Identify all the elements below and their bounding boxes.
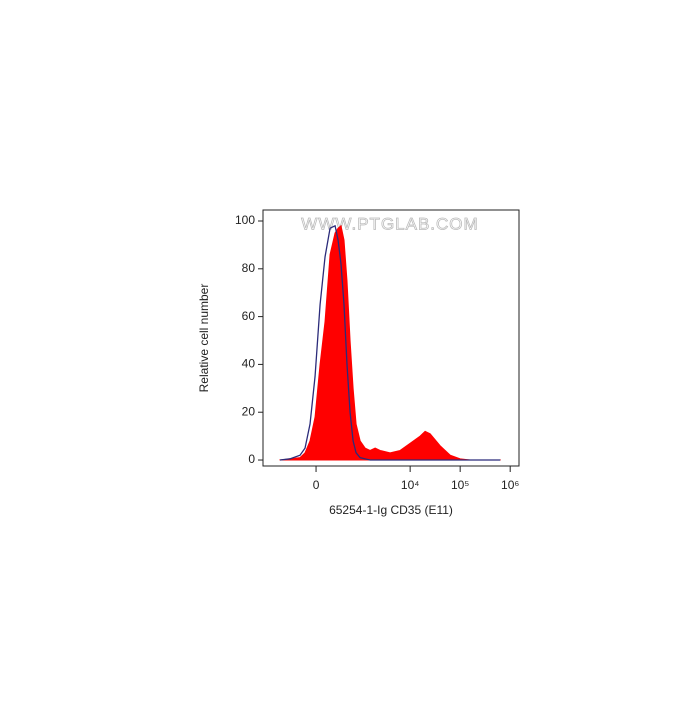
y-tick-label: 80 <box>242 261 256 275</box>
y-tick-label: 0 <box>248 452 255 466</box>
watermark: WWW.PTGLAB.COM <box>301 214 478 233</box>
y-axis-label: Relative cell number <box>197 284 211 393</box>
histogram-area <box>279 224 501 461</box>
x-tick-label: 0 <box>313 478 320 492</box>
plot-frame <box>262 209 520 467</box>
y-tick-label: 100 <box>235 213 255 227</box>
y-tick-label: 60 <box>242 309 256 323</box>
x-tick-label: 10⁵ <box>451 478 469 492</box>
x-axis-label: 65254-1-Ig CD35 (E11) <box>329 503 453 517</box>
y-tick-label: 40 <box>242 357 256 371</box>
histogram-line <box>279 224 501 461</box>
x-tick-label: 10⁶ <box>501 478 519 492</box>
y-tick-label: 20 <box>242 404 256 418</box>
x-tick-label: 10⁴ <box>401 478 420 492</box>
